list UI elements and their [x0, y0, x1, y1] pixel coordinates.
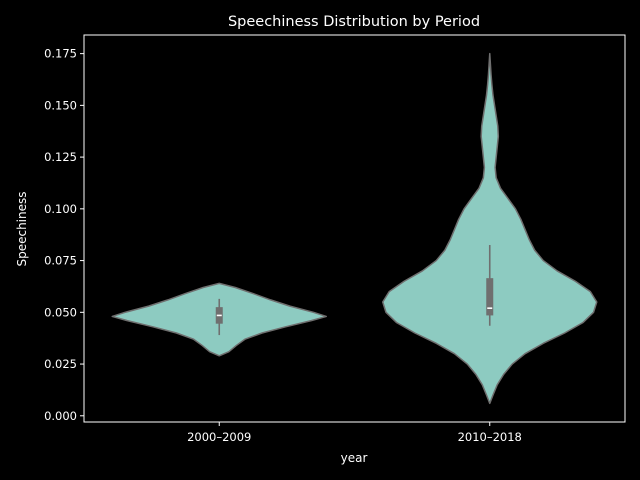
y-tick-label-4: 0.100 [44, 202, 77, 216]
y-axis-label: Speechiness [15, 191, 29, 266]
x-tick-label-0: 2000–2009 [187, 430, 251, 444]
plot-area: 0.000 0.025 0.050 0.075 0.100 0.125 0.150 0.175… [44, 34, 626, 444]
x-axis-label: year [341, 451, 368, 465]
y-tick-label-5: 0.125 [44, 150, 77, 164]
y-tick-label-1: 0.025 [44, 357, 77, 371]
violin-box-2 [486, 278, 494, 316]
y-tick-label-7: 0.175 [44, 47, 77, 61]
y-tick-label-3: 0.075 [44, 254, 77, 268]
violin-body-2 [382, 52, 598, 405]
chart-title: Speechiness Distribution by Period [228, 14, 480, 30]
x-tick-label-1: 2010–2018 [458, 430, 522, 444]
y-tick-label-0: 0.000 [44, 409, 77, 423]
y-tick-label-6: 0.150 [44, 98, 77, 112]
plot-frame [83, 34, 626, 423]
y-tick-label-2: 0.050 [44, 305, 77, 319]
